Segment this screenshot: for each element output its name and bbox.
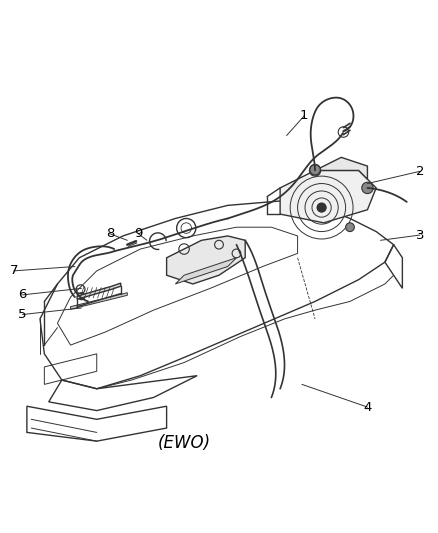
Text: 3: 3 [416,229,424,241]
Circle shape [362,182,373,193]
Circle shape [317,203,326,212]
Polygon shape [175,258,237,284]
Text: 5: 5 [18,308,27,321]
Text: 2: 2 [416,165,424,178]
Text: 8: 8 [106,227,114,240]
Polygon shape [71,293,127,309]
Circle shape [346,223,354,231]
Text: 9: 9 [134,227,142,240]
Polygon shape [166,236,245,284]
Polygon shape [315,157,367,179]
Text: (EWO): (EWO) [158,434,211,453]
Text: 4: 4 [363,401,371,414]
Text: 1: 1 [300,109,308,123]
Text: 6: 6 [18,288,27,301]
Polygon shape [280,171,376,223]
Circle shape [309,165,321,176]
Text: 7: 7 [10,264,18,277]
Polygon shape [77,283,121,299]
